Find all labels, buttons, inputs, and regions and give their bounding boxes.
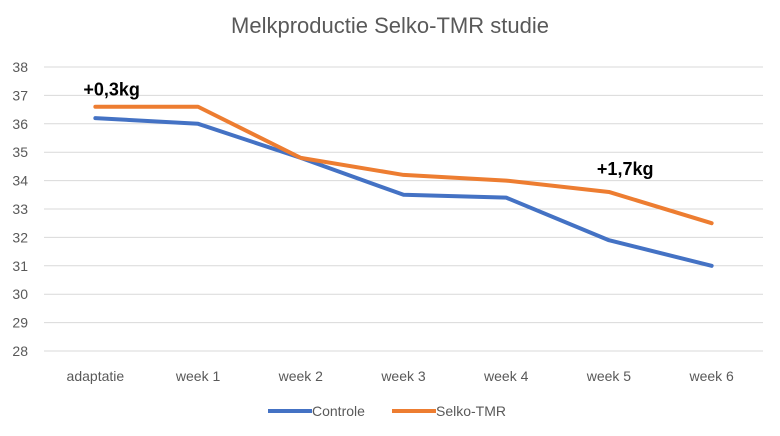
- x-tick-label: adaptatie: [67, 368, 125, 384]
- y-axis-ticks: 28 29 30 31 32 33 34 35 36 37 38: [12, 59, 28, 359]
- y-tick-label: 36: [12, 116, 28, 132]
- y-tick-label: 31: [12, 258, 28, 274]
- x-tick-label: week 3: [380, 368, 426, 384]
- x-tick-label: week 6: [688, 368, 734, 384]
- chart-title: Melkproductie Selko-TMR studie: [231, 13, 549, 38]
- series-line-controle: [93, 116, 714, 268]
- y-tick-label: 38: [12, 59, 28, 75]
- x-axis-ticks: adaptatie week 1 week 2 week 3 week 4 week 5 w…: [67, 368, 734, 384]
- y-tick-label: 37: [12, 87, 28, 103]
- series-line-selko-tmr: [93, 104, 714, 226]
- x-tick-label: week 5: [586, 368, 632, 384]
- annotation-label: +1,7kg: [597, 159, 654, 179]
- annotation-label: +0,3kg: [83, 80, 140, 100]
- gridlines: [44, 66, 763, 352]
- y-tick-label: 29: [12, 315, 28, 331]
- y-tick-label: 28: [12, 343, 28, 359]
- y-tick-label: 30: [12, 286, 28, 302]
- legend-label: Controle: [312, 403, 365, 419]
- x-tick-label: week 4: [483, 368, 529, 384]
- y-tick-label: 33: [12, 201, 28, 217]
- legend: Controle Selko-TMR: [268, 403, 506, 419]
- x-tick-label: week 2: [278, 368, 324, 384]
- x-tick-label: week 1: [175, 368, 221, 384]
- annotations: +0,3kg +1,7kg: [83, 80, 653, 180]
- y-tick-label: 34: [12, 173, 28, 189]
- series-lines: [93, 104, 714, 268]
- y-tick-label: 32: [12, 229, 28, 245]
- legend-label: Selko-TMR: [436, 403, 506, 419]
- y-tick-label: 35: [12, 144, 28, 160]
